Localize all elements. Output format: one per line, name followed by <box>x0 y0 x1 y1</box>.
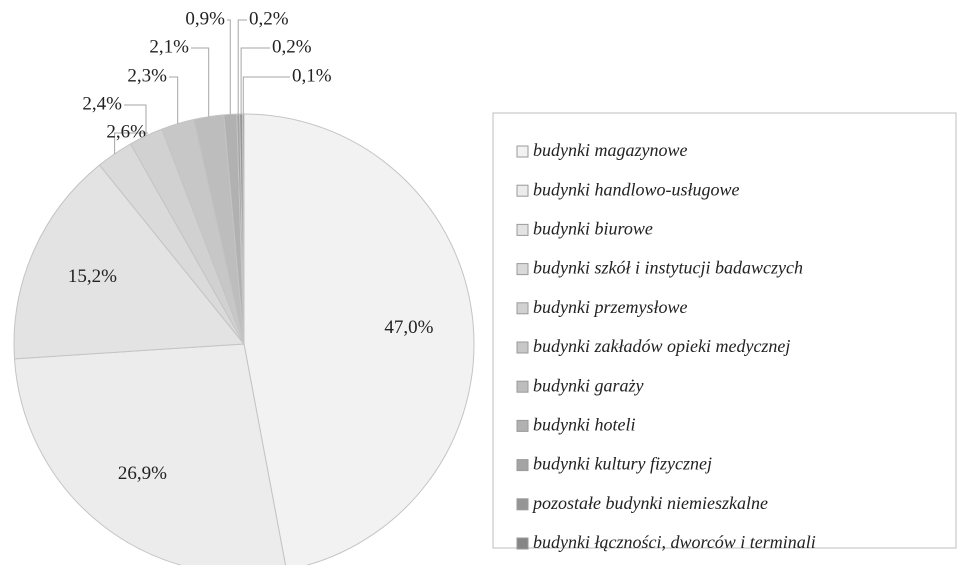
legend-label: budynki garaży <box>533 375 643 395</box>
pie-slice <box>13 343 286 565</box>
data-label: 0,2% <box>249 8 289 29</box>
leader-line <box>242 76 290 115</box>
legend-label: budynki szkół i instytucji badawczych <box>533 258 803 278</box>
legend-label: budynki przemysłowe <box>533 297 687 317</box>
legend-swatch <box>516 263 529 276</box>
data-label: 2,4% <box>82 93 122 114</box>
data-label: 0,1% <box>292 65 332 86</box>
legend-label: budynki zakładów opieki medycznej <box>533 336 790 356</box>
leader-line <box>237 19 247 115</box>
pie-slice <box>242 113 245 345</box>
legend-swatch <box>516 459 529 472</box>
leader-line <box>114 132 148 154</box>
leader-line <box>227 19 231 115</box>
leader-line <box>169 76 179 124</box>
data-label: 2,3% <box>127 65 167 86</box>
legend-swatch <box>516 419 529 432</box>
legend-label: budynki kultury fizycznej <box>533 454 712 474</box>
legend-swatch <box>516 537 529 550</box>
pie-slice <box>13 164 245 360</box>
leader-line <box>240 47 270 115</box>
legend-swatch <box>516 498 529 511</box>
data-label: 47,0% <box>384 317 433 338</box>
leader-line <box>191 47 210 117</box>
data-label: 2,6% <box>106 121 146 142</box>
legend-label: budynki biurowe <box>533 219 653 239</box>
legend-swatch <box>516 380 529 393</box>
data-label: 0,2% <box>272 36 312 57</box>
data-label: 2,1% <box>149 36 189 57</box>
legend-label: budynki łączności, dworców i terminali <box>533 532 816 552</box>
legend-swatch <box>516 184 529 197</box>
legend-label: budynki hoteli <box>533 415 635 435</box>
legend-swatch <box>516 302 529 315</box>
legend-label: budynki magazynowe <box>533 140 687 160</box>
legend-swatch <box>516 341 529 354</box>
legend-label: budynki handlowo-usługowe <box>533 179 739 199</box>
leader-line <box>124 104 147 136</box>
legend-swatch <box>516 145 529 158</box>
legend-box <box>492 112 957 549</box>
legend-label: pozostałe budynki niemieszkalne <box>531 493 768 513</box>
data-label: 15,2% <box>68 266 117 287</box>
data-label: 26,9% <box>118 463 167 484</box>
pie-slice <box>243 113 475 565</box>
legend-swatch <box>516 223 529 236</box>
data-label: 0,9% <box>185 8 225 29</box>
